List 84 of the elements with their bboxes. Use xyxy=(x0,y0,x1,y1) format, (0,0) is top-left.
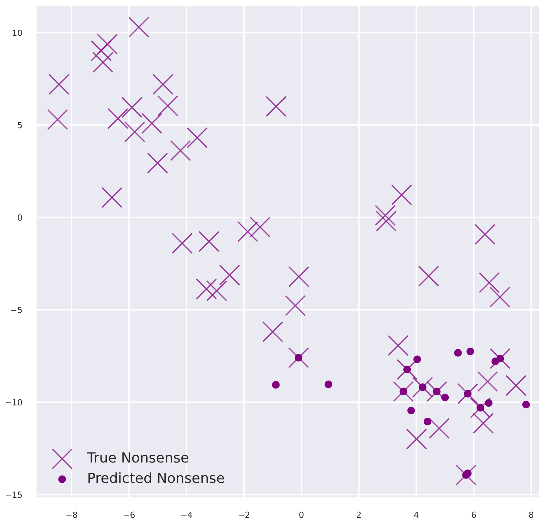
point xyxy=(186,128,208,149)
point xyxy=(142,113,162,134)
point xyxy=(393,381,414,402)
x-tick-label: 8 xyxy=(529,512,534,518)
point xyxy=(219,264,240,286)
point xyxy=(250,216,271,238)
x-tick-label: 6 xyxy=(472,512,476,518)
y-tick-label: 5 xyxy=(18,122,22,129)
point xyxy=(272,381,280,389)
point xyxy=(404,366,412,374)
point xyxy=(433,388,441,396)
point xyxy=(485,399,493,407)
point xyxy=(473,413,494,434)
point xyxy=(400,388,408,396)
point xyxy=(172,233,193,254)
point xyxy=(198,231,220,252)
point xyxy=(492,358,500,366)
point xyxy=(147,152,168,174)
point xyxy=(152,74,174,95)
legend-label: Predicted Nonsense xyxy=(88,472,224,484)
point xyxy=(388,335,409,356)
point xyxy=(418,266,440,287)
point xyxy=(91,40,112,62)
point xyxy=(206,280,228,302)
point xyxy=(442,394,450,402)
point xyxy=(490,348,511,370)
point xyxy=(464,390,472,398)
point xyxy=(124,122,146,143)
point xyxy=(285,295,306,316)
point xyxy=(170,140,192,162)
point xyxy=(479,272,500,294)
x-tick-label: 4 xyxy=(414,512,419,518)
point xyxy=(122,97,143,118)
point xyxy=(391,184,412,206)
point xyxy=(295,354,303,362)
point xyxy=(375,205,396,226)
point xyxy=(324,380,332,388)
point xyxy=(424,418,432,426)
point xyxy=(238,221,258,242)
point xyxy=(266,96,287,118)
point xyxy=(426,381,448,402)
point xyxy=(376,210,397,232)
x-tick-label: −2 xyxy=(238,512,250,518)
point xyxy=(108,108,129,130)
point xyxy=(47,109,68,130)
point xyxy=(102,187,123,208)
point xyxy=(262,322,284,342)
point xyxy=(456,464,477,486)
x-tick-label: −8 xyxy=(66,512,78,518)
y-tick-label: −15 xyxy=(6,492,22,498)
point xyxy=(506,375,527,396)
point xyxy=(406,428,428,450)
y-tick-label: −10 xyxy=(6,399,22,406)
legend-label: True Nonsense xyxy=(87,452,189,463)
point xyxy=(48,74,70,95)
x-tick-label: −6 xyxy=(124,512,135,518)
point xyxy=(288,347,310,368)
point xyxy=(490,286,511,308)
point xyxy=(454,349,462,357)
y-tick-label: 10 xyxy=(13,30,22,36)
point xyxy=(522,401,530,409)
point xyxy=(158,96,179,117)
point xyxy=(97,34,118,55)
point xyxy=(288,266,310,288)
point xyxy=(466,348,474,356)
point xyxy=(128,16,150,38)
point xyxy=(196,278,218,300)
point xyxy=(429,418,450,440)
y-tick-label: −5 xyxy=(11,307,22,314)
point xyxy=(458,383,478,404)
point xyxy=(414,356,422,364)
point xyxy=(92,52,114,73)
point xyxy=(474,224,496,245)
point xyxy=(419,384,427,392)
y-tick-label: 0 xyxy=(18,214,22,221)
point xyxy=(408,406,416,415)
point xyxy=(476,404,484,412)
point xyxy=(412,377,434,398)
x-tick-label: 0 xyxy=(300,512,304,518)
point xyxy=(470,398,492,418)
x-tick-label: −4 xyxy=(182,512,192,518)
point xyxy=(477,371,498,392)
x-tick-label: 2 xyxy=(357,512,361,518)
point xyxy=(396,359,418,380)
